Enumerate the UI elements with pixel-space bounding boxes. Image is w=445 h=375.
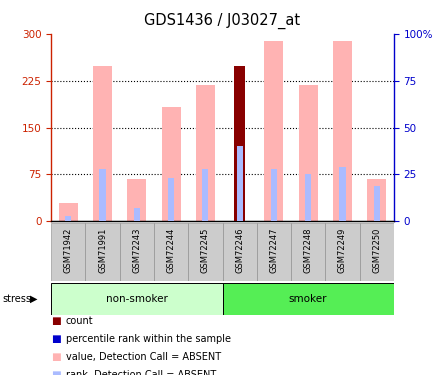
- Bar: [299, 85, 318, 221]
- Text: non-smoker: non-smoker: [106, 294, 168, 304]
- Text: rank, Detection Call = ABSENT: rank, Detection Call = ABSENT: [66, 370, 216, 375]
- Bar: [127, 179, 146, 221]
- Bar: [134, 208, 140, 221]
- Bar: [340, 167, 345, 221]
- Text: ■: ■: [51, 370, 61, 375]
- Bar: [271, 169, 277, 221]
- Text: smoker: smoker: [289, 294, 328, 304]
- Text: GSM72245: GSM72245: [201, 228, 210, 273]
- Bar: [202, 169, 208, 221]
- Text: ■: ■: [51, 316, 61, 326]
- Bar: [100, 169, 105, 221]
- Bar: [333, 41, 352, 221]
- Text: GSM72246: GSM72246: [235, 228, 244, 273]
- Text: ■: ■: [51, 352, 61, 362]
- Text: GSM72250: GSM72250: [372, 228, 381, 273]
- Bar: [188, 223, 222, 281]
- Text: GSM72248: GSM72248: [303, 228, 313, 273]
- Bar: [237, 146, 243, 221]
- Bar: [235, 66, 245, 221]
- Bar: [374, 186, 380, 221]
- Bar: [85, 223, 120, 281]
- Bar: [257, 223, 291, 281]
- Bar: [325, 223, 360, 281]
- Bar: [51, 283, 223, 315]
- Text: value, Detection Call = ABSENT: value, Detection Call = ABSENT: [66, 352, 221, 362]
- Bar: [222, 223, 257, 281]
- Text: GSM71942: GSM71942: [64, 228, 73, 273]
- Text: GSM72247: GSM72247: [269, 228, 279, 273]
- Bar: [360, 223, 394, 281]
- Text: GSM72244: GSM72244: [166, 228, 176, 273]
- Text: ▶: ▶: [30, 294, 38, 304]
- Bar: [367, 179, 386, 221]
- Bar: [162, 107, 181, 221]
- Bar: [291, 223, 325, 281]
- Text: count: count: [66, 316, 93, 326]
- Text: stress: stress: [2, 294, 31, 304]
- Text: GSM71991: GSM71991: [98, 228, 107, 273]
- Text: ■: ■: [51, 334, 61, 344]
- Bar: [305, 174, 311, 221]
- Bar: [168, 178, 174, 221]
- Bar: [154, 223, 188, 281]
- Bar: [264, 41, 283, 221]
- Text: GDS1436 / J03027_at: GDS1436 / J03027_at: [145, 13, 300, 29]
- Bar: [59, 202, 78, 221]
- Bar: [51, 223, 85, 281]
- Bar: [120, 223, 154, 281]
- Text: percentile rank within the sample: percentile rank within the sample: [66, 334, 231, 344]
- Text: GSM72249: GSM72249: [338, 228, 347, 273]
- Bar: [93, 66, 112, 221]
- Text: GSM72243: GSM72243: [132, 228, 142, 273]
- Bar: [65, 216, 71, 221]
- Bar: [222, 283, 394, 315]
- Bar: [196, 85, 215, 221]
